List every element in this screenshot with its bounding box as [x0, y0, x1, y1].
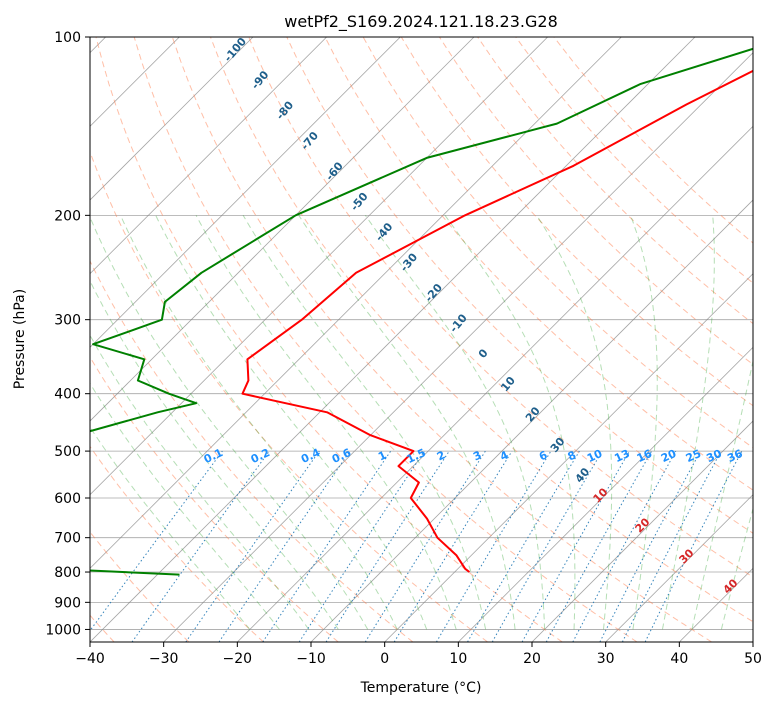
x-tick-label: −10	[296, 651, 326, 667]
y-axis-label: Pressure (hPa)	[12, 289, 28, 389]
y-tick-label: 800	[54, 565, 81, 581]
y-tick-label: 600	[54, 491, 81, 507]
y-tick-label: 400	[54, 387, 81, 403]
y-tick-label: 100	[54, 30, 81, 46]
y-tick-label: 300	[54, 313, 81, 329]
x-tick-label: 0	[380, 651, 389, 667]
x-axis-label: Temperature (°C)	[360, 680, 482, 696]
x-tick-label: 20	[523, 651, 541, 667]
y-tick-label: 500	[54, 444, 81, 460]
x-tick-label: 10	[449, 651, 467, 667]
x-tick-label: 50	[744, 651, 762, 667]
y-tick-label: 1000	[45, 622, 81, 638]
y-tick-label: 700	[54, 531, 81, 547]
y-tick-label: 200	[54, 208, 81, 224]
chart-title: wetPf2_S169.2024.121.18.23.G28	[284, 12, 558, 32]
x-tick-label: −30	[149, 651, 179, 667]
x-tick-label: −20	[223, 651, 253, 667]
x-tick-label: 40	[670, 651, 688, 667]
x-tick-label: −40	[75, 651, 105, 667]
x-tick-label: 30	[597, 651, 615, 667]
y-tick-label: 900	[54, 595, 81, 611]
